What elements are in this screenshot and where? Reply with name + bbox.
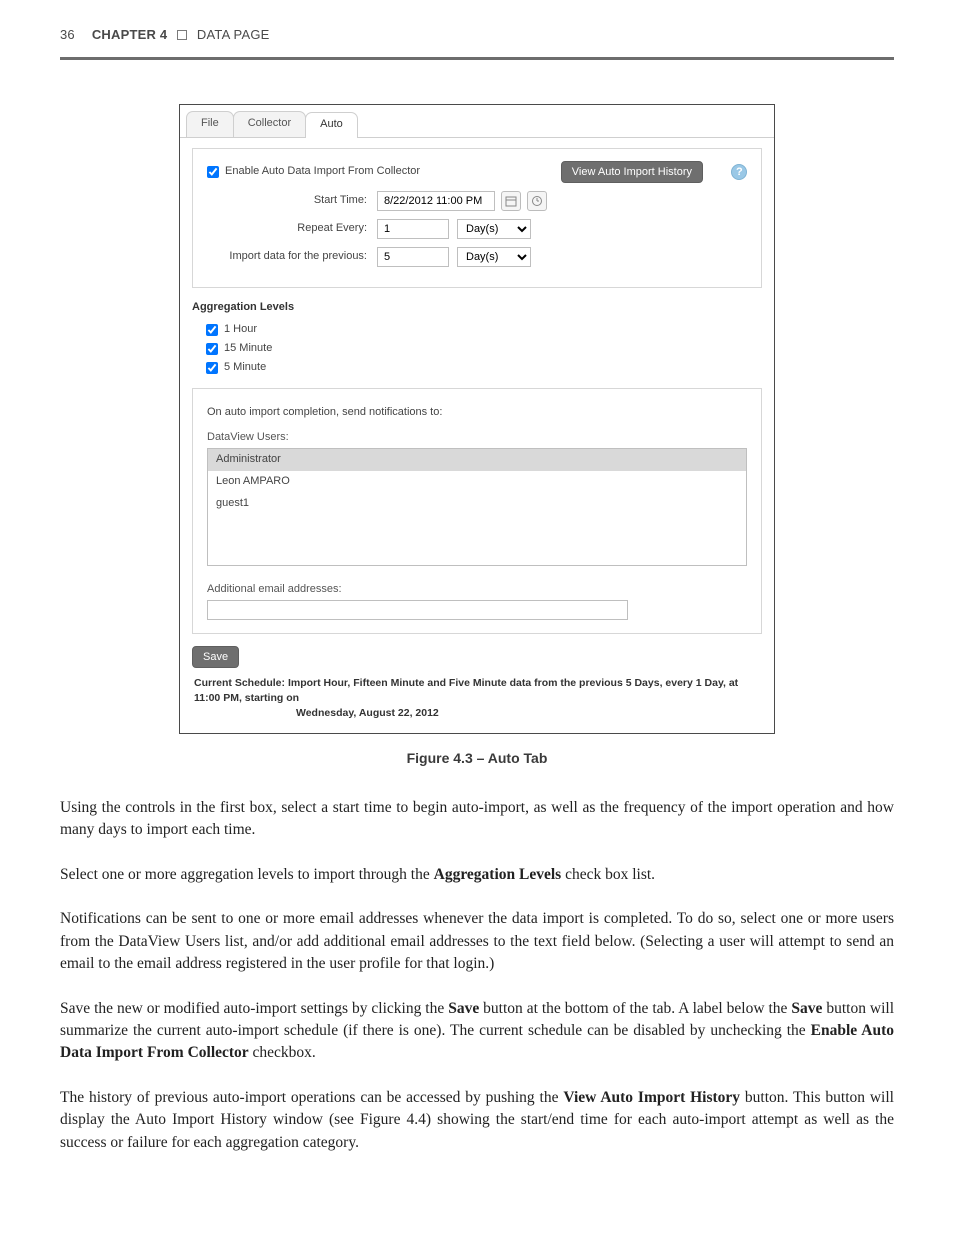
repeat-every-unit[interactable]: Day(s) — [457, 219, 531, 239]
dataview-users-label: DataView Users: — [207, 430, 747, 446]
repeat-every-input[interactable] — [377, 219, 449, 239]
bold-text: Save — [448, 1000, 479, 1017]
bold-text: Save — [791, 1000, 822, 1017]
body-paragraph: The history of previous auto-import oper… — [60, 1087, 894, 1154]
enable-auto-import-checkbox[interactable]: Enable Auto Data Import From Collector — [207, 164, 420, 180]
page-number: 36 — [60, 26, 88, 45]
agg-5min[interactable]: 5 Minute — [206, 360, 762, 376]
list-item[interactable]: guest1 — [208, 493, 746, 515]
section-label: DATA PAGE — [197, 27, 270, 42]
text: checkbox. — [249, 1044, 316, 1061]
dataview-users-list[interactable]: Administrator Leon AMPARO guest1 — [207, 448, 747, 566]
text: button at the bottom of the tab. A label… — [479, 1000, 791, 1017]
import-previous-label: Import data for the previous: — [207, 249, 377, 265]
aggregation-levels-title: Aggregation Levels — [192, 300, 762, 316]
import-previous-input[interactable] — [377, 247, 449, 267]
figure-caption: Figure 4.3 – Auto Tab — [60, 748, 894, 768]
agg-15min-label: 15 Minute — [224, 341, 272, 357]
schedule-prefix: Current Schedule: — [194, 677, 288, 689]
repeat-every-label: Repeat Every: — [207, 221, 377, 237]
tab-auto[interactable]: Auto — [305, 112, 358, 138]
text: Select one or more aggregation levels to… — [60, 866, 434, 883]
list-item[interactable]: Leon AMPARO — [208, 471, 746, 493]
body-paragraph: Save the new or modified auto-import set… — [60, 998, 894, 1065]
running-header: 36 CHAPTER 4 DATA PAGE — [60, 0, 894, 60]
tab-file[interactable]: File — [186, 111, 234, 137]
start-time-label: Start Time: — [207, 193, 377, 209]
clock-icon[interactable] — [527, 191, 547, 211]
enable-auto-import-label: Enable Auto Data Import From Collector — [225, 164, 420, 180]
bold-text: View Auto Import History — [563, 1089, 740, 1106]
tab-collector[interactable]: Collector — [233, 111, 306, 137]
square-divider-icon — [177, 30, 187, 40]
agg-1hour[interactable]: 1 Hour — [206, 322, 762, 338]
body-paragraph: Notifications can be sent to one or more… — [60, 908, 894, 975]
schedule-line2: Wednesday, August 22, 2012 — [194, 707, 439, 719]
import-previous-unit[interactable]: Day(s) — [457, 247, 531, 267]
additional-email-input[interactable] — [207, 600, 628, 620]
view-history-button[interactable]: View Auto Import History — [561, 161, 703, 183]
list-item[interactable]: Administrator — [208, 449, 746, 471]
current-schedule-text: Current Schedule: Import Hour, Fifteen M… — [192, 670, 762, 722]
calendar-icon[interactable] — [501, 191, 521, 211]
text: The history of previous auto-import oper… — [60, 1089, 563, 1106]
chapter-label: CHAPTER 4 — [92, 27, 167, 42]
body-paragraph: Using the controls in the first box, sel… — [60, 797, 894, 842]
save-button[interactable]: Save — [192, 646, 239, 668]
agg-5min-input[interactable] — [206, 362, 218, 374]
text: check box list. — [561, 866, 655, 883]
body-paragraph: Select one or more aggregation levels to… — [60, 864, 894, 886]
start-time-input[interactable] — [377, 191, 495, 211]
additional-email-label: Additional email addresses: — [207, 582, 747, 598]
agg-1hour-input[interactable] — [206, 324, 218, 336]
agg-5min-label: 5 Minute — [224, 360, 266, 376]
bold-text: Aggregation Levels — [434, 866, 562, 883]
notification-label: On auto import completion, send notifica… — [207, 405, 747, 421]
tab-bar: File Collector Auto — [180, 105, 774, 138]
agg-15min[interactable]: 15 Minute — [206, 341, 762, 357]
help-icon[interactable] — [731, 164, 747, 180]
auto-tab-screenshot: File Collector Auto Enable Auto Data Imp… — [179, 104, 775, 735]
text: Save the new or modified auto-import set… — [60, 1000, 448, 1017]
agg-1hour-label: 1 Hour — [224, 322, 257, 338]
agg-15min-input[interactable] — [206, 343, 218, 355]
enable-auto-import-input[interactable] — [207, 166, 219, 178]
